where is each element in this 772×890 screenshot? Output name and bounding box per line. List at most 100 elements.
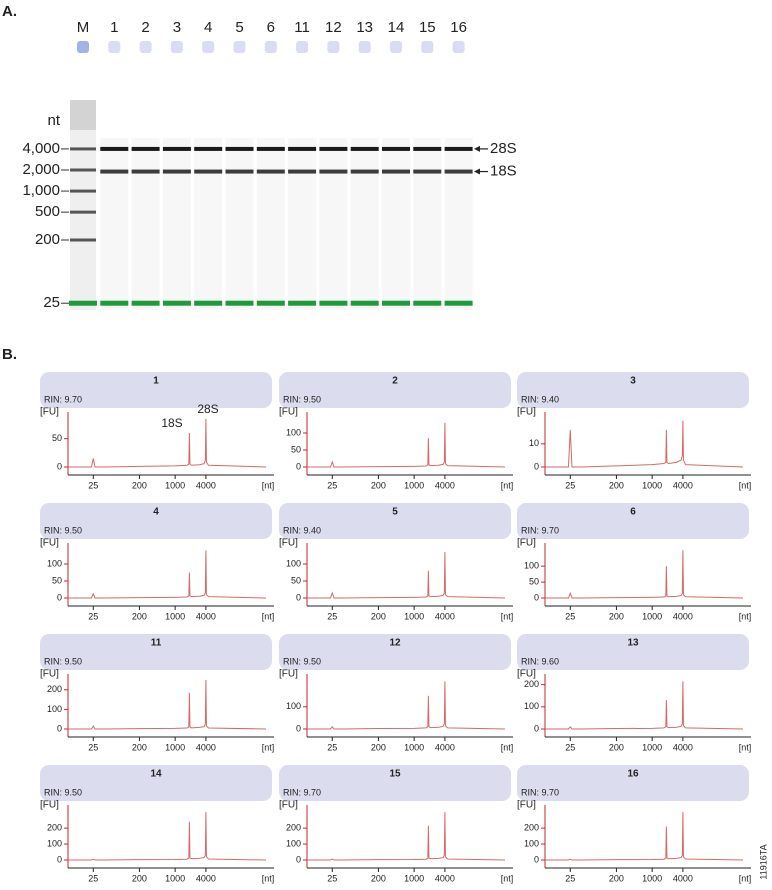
- y-tick-label: 50: [291, 575, 301, 585]
- band: [194, 146, 223, 151]
- y-tick-label: 50: [52, 575, 62, 585]
- panel-header: [517, 765, 749, 801]
- lane-well: [358, 41, 371, 53]
- lane-well: [202, 41, 215, 53]
- x-tick-label: 4000: [435, 611, 455, 621]
- x-tick-label: 1000: [404, 742, 424, 752]
- panel-subtitle: RIN: 9.70: [521, 787, 559, 797]
- lane-background: [131, 138, 160, 310]
- lane-well: [327, 41, 340, 53]
- band: [350, 146, 379, 151]
- x-tick-label: 25: [565, 742, 575, 752]
- lane-well: [390, 41, 402, 53]
- annotation: 28S: [197, 402, 218, 416]
- x-tick-label: 1000: [642, 480, 662, 490]
- lane-label: 6: [267, 19, 275, 36]
- band: [413, 146, 442, 151]
- lane-label: 15: [419, 19, 436, 36]
- band: [350, 169, 379, 174]
- marker-band: [319, 300, 348, 306]
- band: [319, 169, 348, 174]
- y-tick-label: 50: [291, 444, 301, 454]
- y-tick-label: 0: [534, 723, 539, 733]
- band: [382, 169, 410, 174]
- y-axis-label: [FU]: [517, 669, 536, 680]
- band: [413, 169, 442, 174]
- panel-title: 1: [153, 376, 159, 387]
- marker-band: [100, 300, 129, 306]
- band: [131, 146, 160, 151]
- y-axis-label: [FU]: [279, 407, 298, 418]
- band-label: 18S: [490, 163, 517, 180]
- panel-label: B.: [2, 346, 17, 363]
- y-tick-label: 4,000: [22, 140, 60, 157]
- panel-title: 6: [630, 507, 636, 518]
- panel-header: [517, 634, 749, 670]
- y-axis-label: [FU]: [517, 407, 536, 418]
- x-tick-label: 4000: [435, 873, 455, 883]
- x-tick-label: 4000: [673, 611, 693, 621]
- marker-band: [162, 300, 191, 306]
- x-tick-label: 4000: [673, 480, 693, 490]
- y-tick-label: 500: [35, 203, 60, 220]
- ladder-band: [70, 238, 96, 242]
- y-axis-label: [FU]: [40, 538, 59, 549]
- panel-title: 13: [627, 638, 639, 649]
- lane-background: [413, 138, 442, 310]
- x-axis-label: [nt]: [262, 873, 275, 883]
- lane-well: [77, 41, 89, 53]
- panel-subtitle: RIN: 9.70: [44, 394, 82, 404]
- y-tick-label: 2,000: [22, 161, 60, 178]
- x-tick-label: 200: [609, 611, 624, 621]
- band: [100, 146, 129, 151]
- lane-background: [225, 138, 254, 310]
- trace: [545, 812, 744, 861]
- panel-title: 12: [389, 638, 401, 649]
- lane-label: 13: [356, 19, 373, 36]
- lane-well: [452, 41, 465, 53]
- panel-header: [40, 634, 272, 670]
- x-axis-label: [nt]: [262, 742, 275, 752]
- lane-background: [382, 138, 410, 310]
- y-tick-label: 0: [57, 723, 62, 733]
- panel-subtitle: RIN: 9.50: [44, 656, 82, 666]
- x-tick-label: 200: [371, 742, 386, 752]
- band: [225, 169, 254, 174]
- x-tick-label: 1000: [165, 480, 185, 490]
- marker-band: [225, 300, 254, 306]
- x-tick-label: 200: [371, 480, 386, 490]
- y-tick-label: 0: [296, 854, 301, 864]
- x-tick-label: 4000: [673, 873, 693, 883]
- x-tick-label: 25: [327, 480, 337, 490]
- x-tick-label: 1000: [404, 873, 424, 883]
- y-tick-label: 50: [52, 433, 62, 443]
- panel-title: 5: [392, 507, 398, 518]
- y-tick-label: 0: [296, 592, 301, 602]
- x-axis-label: [nt]: [501, 611, 514, 621]
- x-axis-label: [nt]: [739, 742, 752, 752]
- panel-subtitle: RIN: 9.50: [44, 525, 82, 535]
- panel-header: [40, 372, 272, 408]
- trace: [545, 550, 744, 599]
- y-axis-label: [FU]: [279, 800, 298, 811]
- x-axis-label: [nt]: [262, 611, 275, 621]
- trace: [68, 812, 267, 861]
- y-tick-label: 100: [524, 838, 539, 848]
- lane-background: [100, 138, 129, 310]
- band: [162, 146, 191, 151]
- x-tick-label: 1000: [642, 611, 662, 621]
- panel-header: [279, 372, 511, 408]
- x-tick-label: 25: [327, 873, 337, 883]
- x-tick-label: 4000: [435, 742, 455, 752]
- lane-label: 16: [450, 19, 467, 36]
- x-tick-label: 200: [371, 611, 386, 621]
- panel-header: [279, 503, 511, 539]
- trace: [307, 681, 506, 730]
- lane-background: [256, 138, 285, 310]
- y-tick-label: 100: [286, 558, 301, 568]
- lane-background: [350, 138, 379, 310]
- y-tick-label: 200: [35, 231, 60, 248]
- x-tick-label: 4000: [435, 480, 455, 490]
- y-tick-label: 200: [47, 684, 62, 694]
